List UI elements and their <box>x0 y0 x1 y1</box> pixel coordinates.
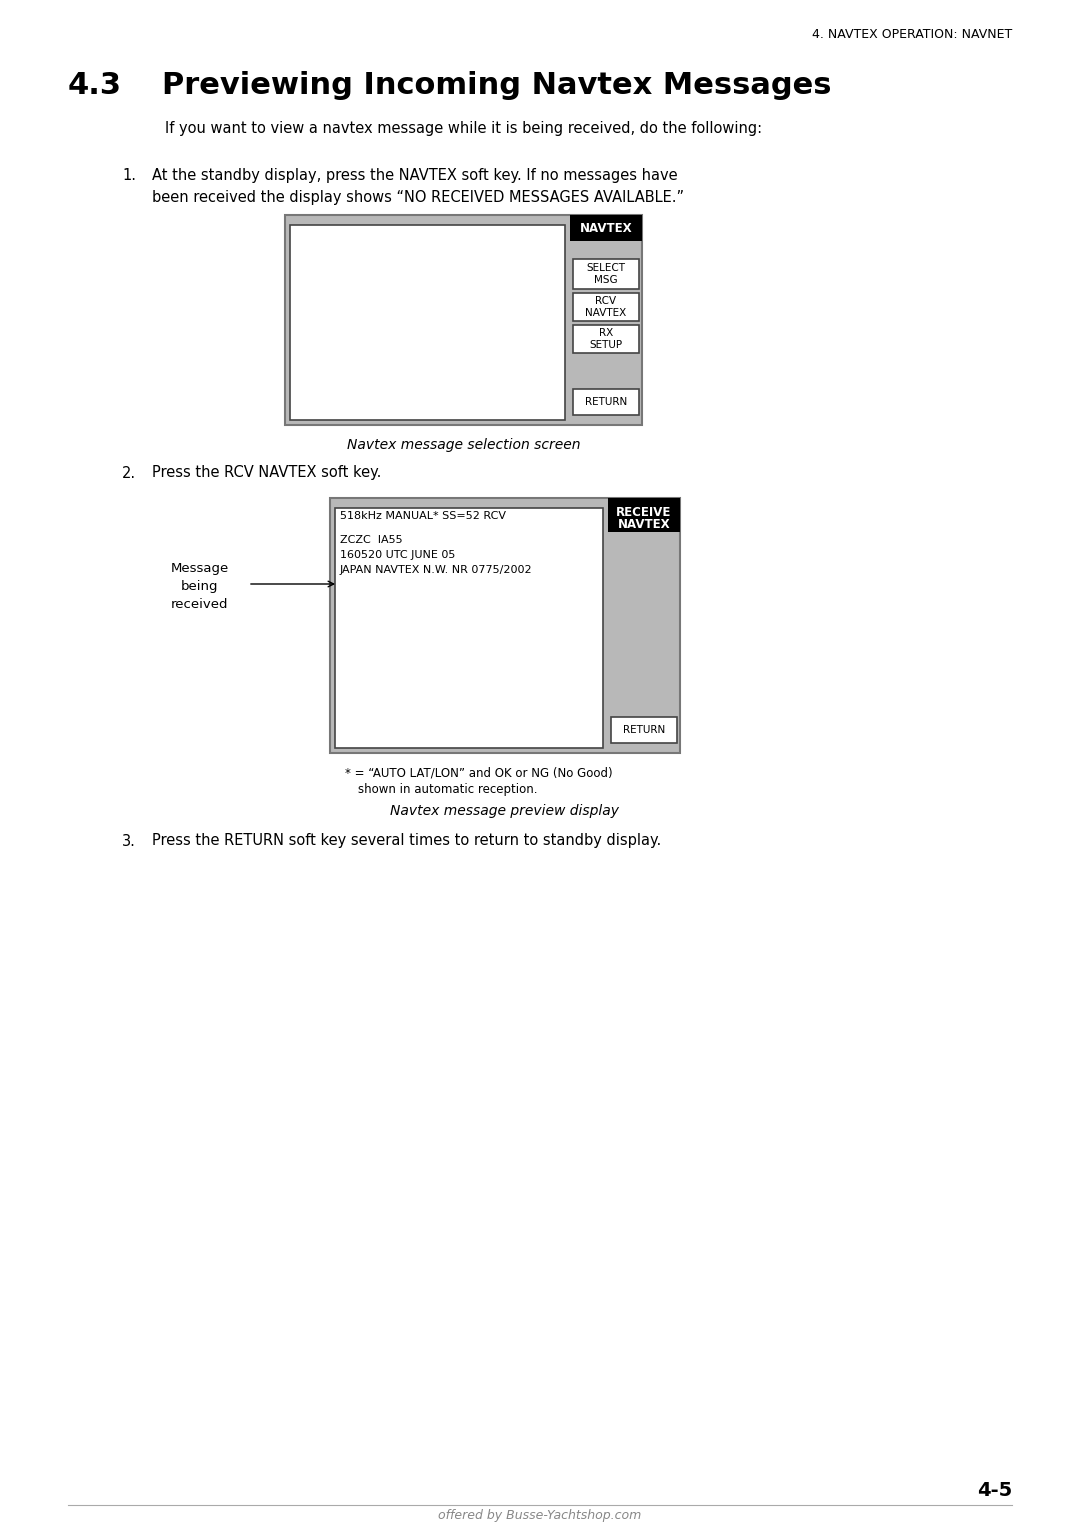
Text: At the standby display, press the NAVTEX soft key. If no messages have: At the standby display, press the NAVTEX… <box>152 168 677 183</box>
Text: JAPAN NAVTEX N.W. NR 0775/2002: JAPAN NAVTEX N.W. NR 0775/2002 <box>340 565 532 575</box>
Text: Navtex message selection screen: Navtex message selection screen <box>347 439 580 452</box>
Bar <box>573 260 639 289</box>
Text: shown in automatic reception.: shown in automatic reception. <box>357 782 538 796</box>
Text: NAVTEX: NAVTEX <box>580 222 632 234</box>
Text: RX
SETUP: RX SETUP <box>590 329 622 350</box>
Bar <box>330 498 680 753</box>
Bar <box>611 717 677 743</box>
Bar <box>570 215 642 241</box>
Text: RETURN: RETURN <box>585 397 627 406</box>
Text: If you want to view a navtex message while it is being received, do the followin: If you want to view a navtex message whi… <box>165 121 762 136</box>
Text: 518kHz MANUAL* SS=52 RCV: 518kHz MANUAL* SS=52 RCV <box>340 510 507 521</box>
Text: RCV
NAVTEX: RCV NAVTEX <box>585 296 626 318</box>
Text: 2.: 2. <box>122 466 136 480</box>
Bar <box>291 225 565 420</box>
Text: Previewing Incoming Navtex Messages: Previewing Incoming Navtex Messages <box>162 70 832 99</box>
Text: RECEIVE: RECEIVE <box>617 506 672 520</box>
Text: 4. NAVTEX OPERATION: NAVNET: 4. NAVTEX OPERATION: NAVNET <box>812 29 1012 41</box>
Text: SELECT
MSG: SELECT MSG <box>586 263 625 286</box>
Bar <box>335 507 603 749</box>
Text: 4-5: 4-5 <box>976 1481 1012 1499</box>
Bar <box>573 390 639 416</box>
Text: Press the RETURN soft key several times to return to standby display.: Press the RETURN soft key several times … <box>152 833 661 848</box>
Text: offered by Busse-Yachtshop.com: offered by Busse-Yachtshop.com <box>438 1510 642 1522</box>
Text: 1.: 1. <box>122 168 136 183</box>
Bar <box>573 293 639 321</box>
Bar <box>608 498 680 532</box>
Bar <box>285 215 642 425</box>
Text: Message
being
received: Message being received <box>171 562 229 611</box>
Text: been received the display shows “NO RECEIVED MESSAGES AVAILABLE.”: been received the display shows “NO RECE… <box>152 189 684 205</box>
Text: Press the RCV NAVTEX soft key.: Press the RCV NAVTEX soft key. <box>152 466 381 480</box>
Text: * = “AUTO LAT/LON” and OK or NG (No Good): * = “AUTO LAT/LON” and OK or NG (No Good… <box>345 767 612 779</box>
Text: RETURN: RETURN <box>623 724 665 735</box>
Text: 3.: 3. <box>122 833 136 848</box>
Text: NAVTEX: NAVTEX <box>618 518 671 532</box>
Text: 4.3: 4.3 <box>68 70 122 99</box>
Text: 160520 UTC JUNE 05: 160520 UTC JUNE 05 <box>340 550 456 559</box>
Text: Navtex message preview display: Navtex message preview display <box>391 804 620 817</box>
Text: ZCZC  IA55: ZCZC IA55 <box>340 535 403 545</box>
Bar <box>573 325 639 353</box>
